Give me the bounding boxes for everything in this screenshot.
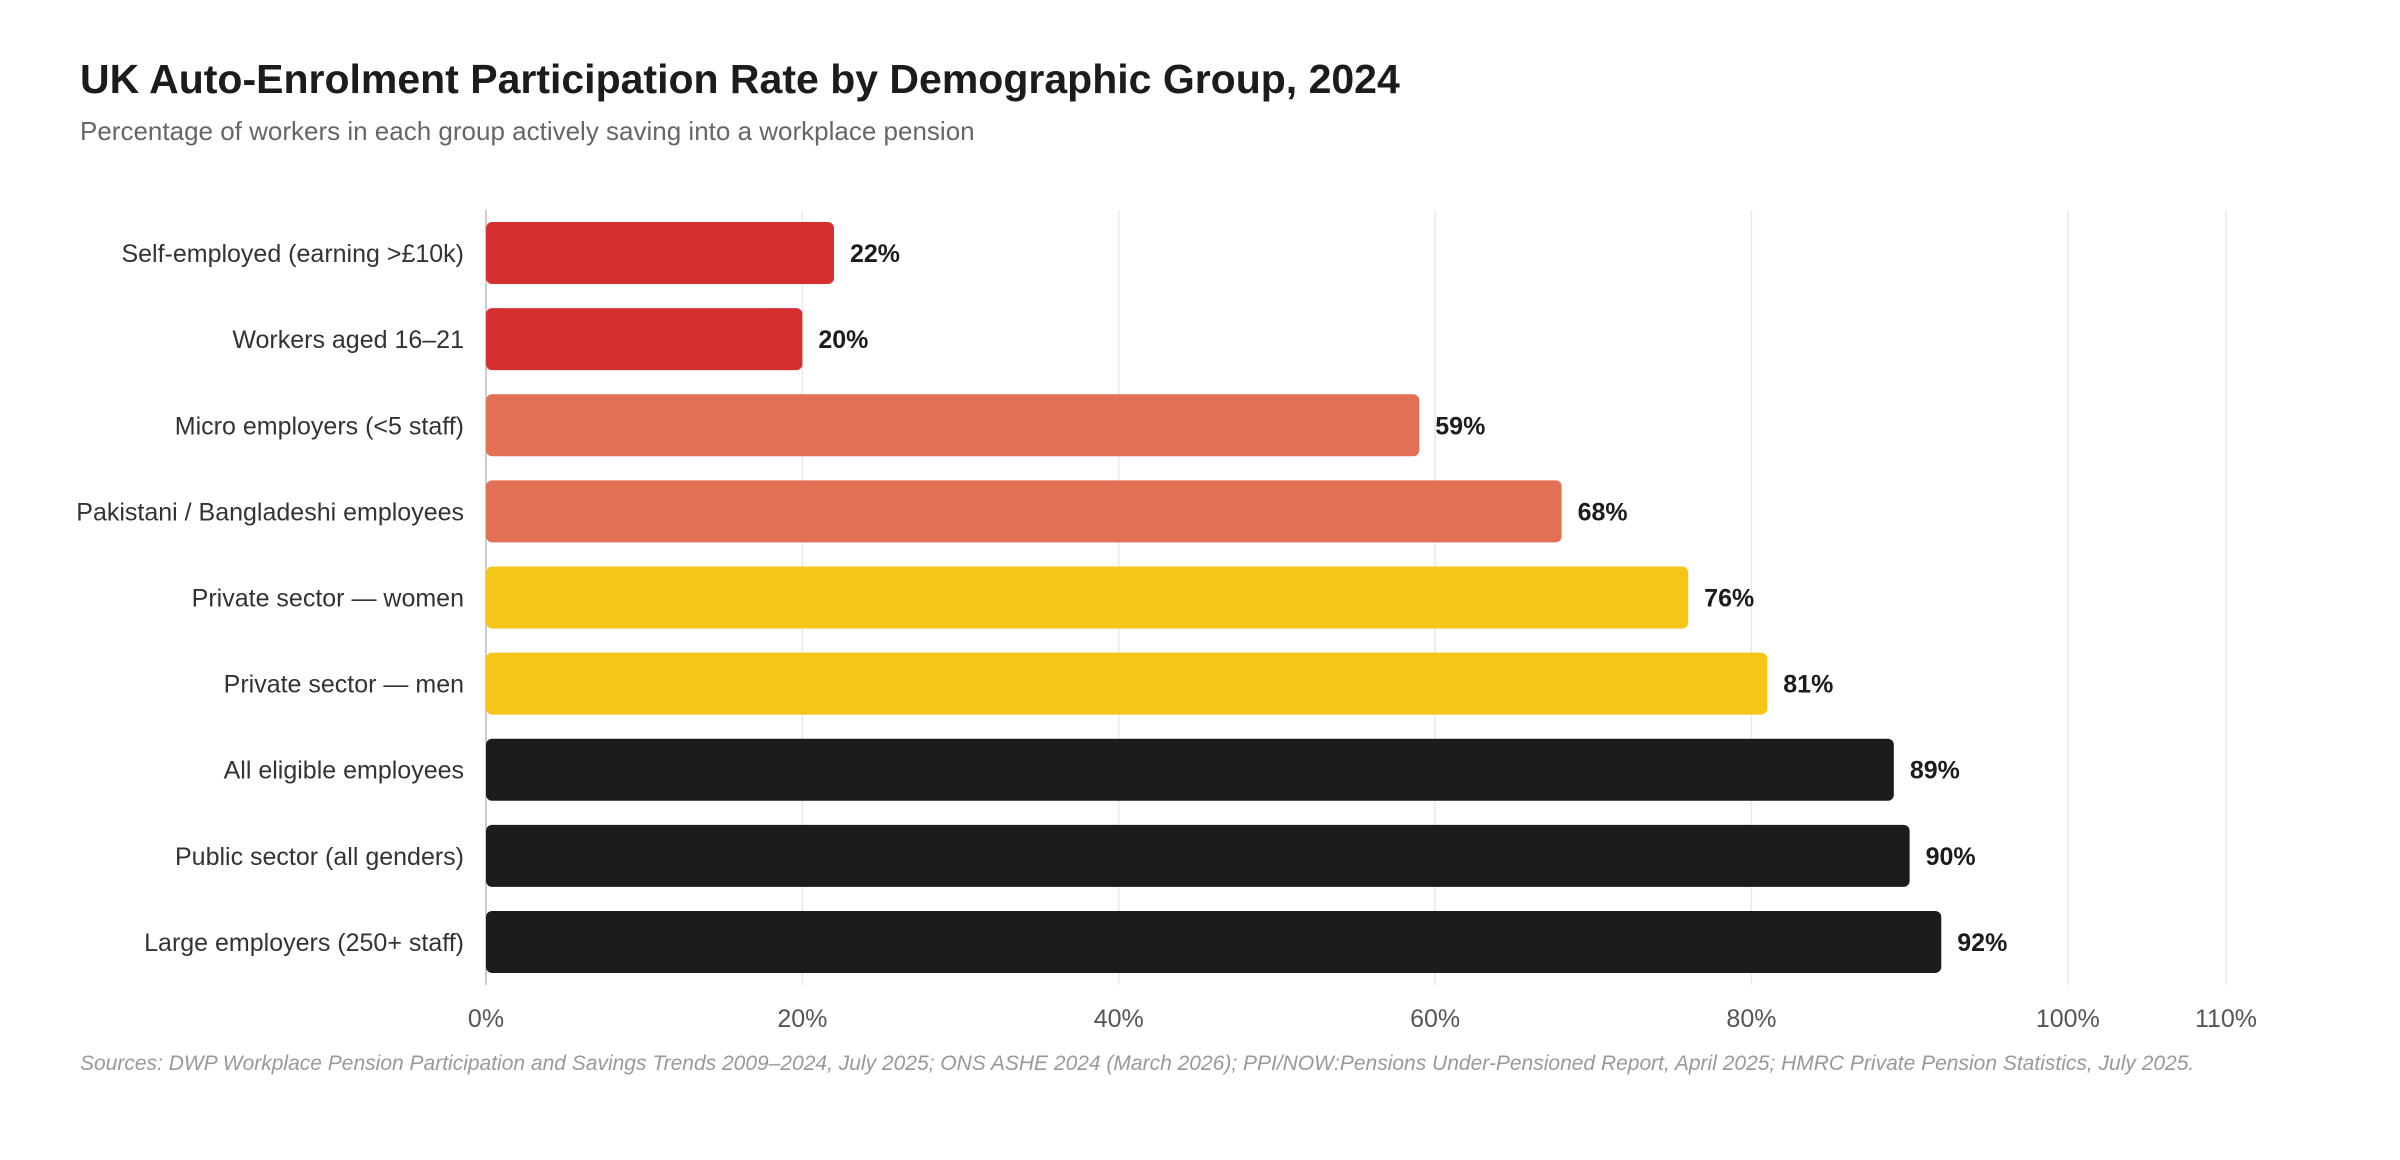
category-label: Workers aged 16–21 [232,326,464,354]
x-tick-label: 60% [1410,1005,1460,1033]
category-label: Micro employers (<5 staff) [175,412,464,440]
value-label: 68% [1578,498,1628,526]
category-label: Private sector — women [192,585,464,613]
x-tick-label: 80% [1726,1005,1776,1033]
bar [486,222,834,285]
x-tick-label: 100% [2036,1005,2100,1033]
value-label: 90% [1926,843,1976,871]
value-label: 89% [1910,757,1960,785]
chart-title: UK Auto-Enrolment Participation Rate by … [80,56,1400,102]
x-axis-tick-labels: 0% 20% 40% 60% 80% 100% 110% [468,1005,2257,1033]
bar [486,308,803,371]
value-label: 20% [818,326,868,354]
category-label: Private sector — men [224,671,464,699]
bar [486,910,1942,973]
value-label: 92% [1957,929,2007,957]
bars [486,222,1942,973]
source-note: Sources: DWP Workplace Pension Participa… [80,1052,2195,1075]
value-label: 81% [1783,671,1833,699]
value-labels: 22% 20% 59% 68% 76% 81% 89% 90% 92% [818,240,2007,957]
bar [486,566,1689,629]
bar [486,394,1420,457]
chart-subtitle: Percentage of workers in each group acti… [80,116,975,146]
bar [486,824,1910,887]
bar-chart: Self-employed (earning >£10k) Workers age… [76,210,2257,1033]
bar [486,652,1768,715]
category-label: Pakistani / Bangladeshi employees [76,498,464,526]
category-label: Large employers (250+ staff) [144,929,464,957]
bar [486,738,1894,801]
x-tick-label: 0% [468,1005,504,1033]
category-label: Public sector (all genders) [175,843,464,871]
category-label: All eligible employees [224,757,464,785]
category-labels: Self-employed (earning >£10k) Workers age… [76,240,464,957]
x-tick-label: 110% [2195,1005,2257,1033]
x-tick-label: 40% [1094,1005,1144,1033]
value-label: 76% [1704,585,1754,613]
value-label: 59% [1435,412,1485,440]
value-label: 22% [850,240,900,268]
bar [486,480,1562,543]
category-label: Self-employed (earning >£10k) [121,240,464,268]
x-tick-label: 20% [777,1005,827,1033]
